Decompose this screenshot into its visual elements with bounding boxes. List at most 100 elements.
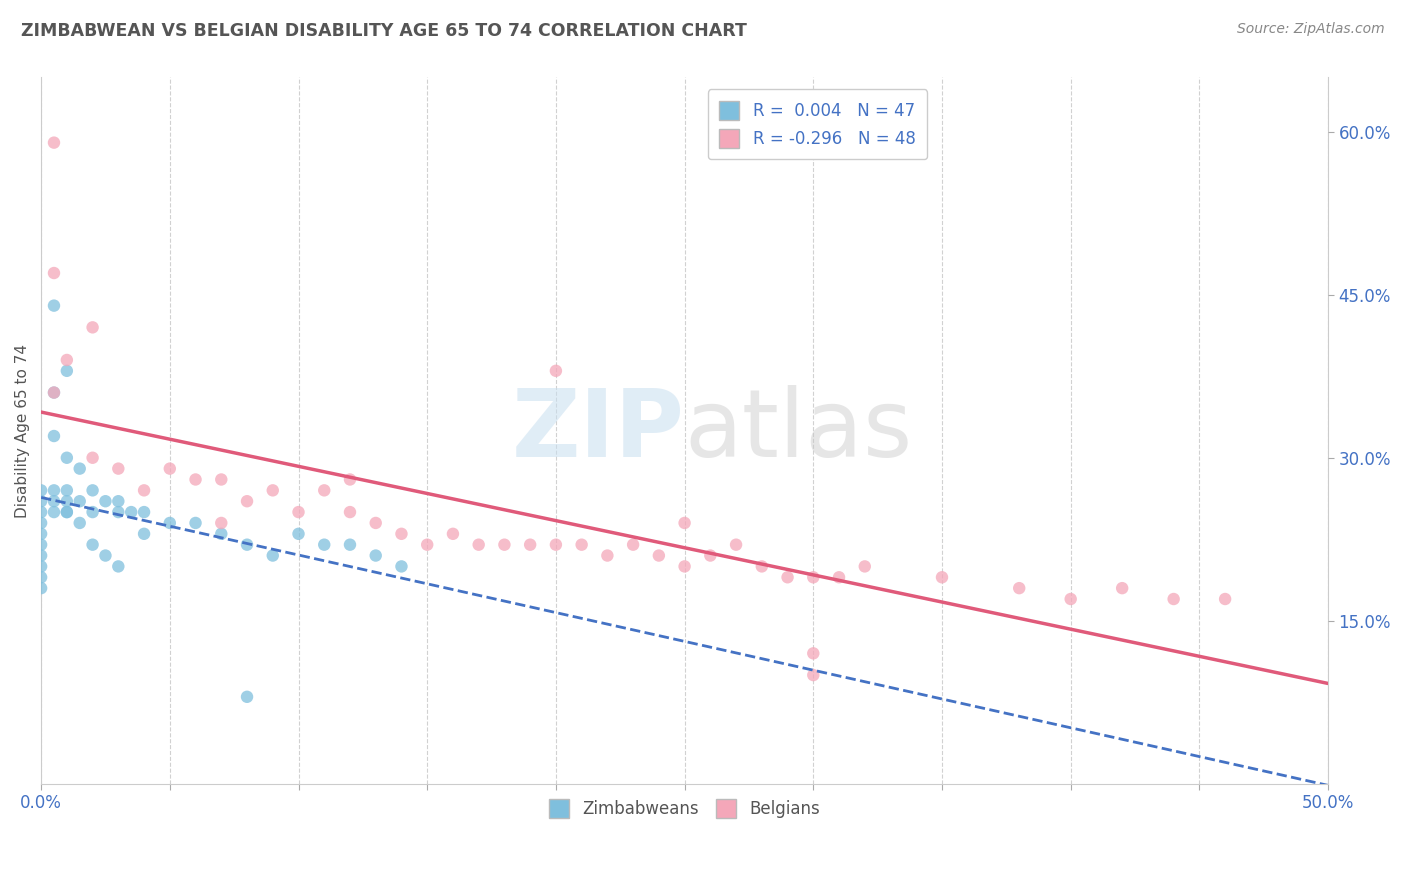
Point: [42, 136, 65, 150]
Point: [82, 538, 104, 552]
Point: [94, 494, 117, 508]
Point: [314, 538, 336, 552]
Point: [107, 559, 129, 574]
Point: [42, 299, 65, 313]
Point: [751, 559, 773, 574]
Point: [184, 473, 207, 487]
Point: [30, 581, 52, 595]
Point: [159, 516, 181, 530]
Point: [1111, 581, 1133, 595]
Point: [69, 461, 91, 475]
Point: [30, 516, 52, 530]
Point: [776, 570, 799, 584]
Point: [56, 494, 79, 508]
Point: [1213, 592, 1236, 607]
Point: [673, 559, 696, 574]
Text: ZIP: ZIP: [512, 384, 685, 476]
Point: [56, 450, 79, 465]
Text: Source: ZipAtlas.com: Source: ZipAtlas.com: [1237, 22, 1385, 37]
Point: [725, 538, 748, 552]
Point: [107, 505, 129, 519]
Point: [82, 320, 104, 334]
Y-axis label: Disability Age 65 to 74: Disability Age 65 to 74: [15, 343, 30, 517]
Point: [82, 450, 104, 465]
Point: [30, 483, 52, 498]
Point: [42, 385, 65, 400]
Point: [314, 483, 336, 498]
Point: [519, 538, 541, 552]
Point: [236, 690, 259, 704]
Point: [364, 516, 387, 530]
Point: [69, 494, 91, 508]
Point: [30, 526, 52, 541]
Point: [699, 549, 721, 563]
Point: [30, 559, 52, 574]
Point: [107, 494, 129, 508]
Point: [801, 570, 824, 584]
Point: [801, 646, 824, 660]
Point: [544, 364, 567, 378]
Point: [931, 570, 953, 584]
Point: [339, 538, 361, 552]
Point: [1008, 581, 1031, 595]
Point: [56, 353, 79, 368]
Point: [30, 570, 52, 584]
Point: [441, 526, 464, 541]
Point: [30, 538, 52, 552]
Point: [1163, 592, 1185, 607]
Point: [287, 526, 309, 541]
Point: [42, 483, 65, 498]
Point: [621, 538, 644, 552]
Point: [42, 494, 65, 508]
Point: [339, 473, 361, 487]
Point: [69, 516, 91, 530]
Point: [828, 570, 851, 584]
Point: [287, 505, 309, 519]
Point: [82, 483, 104, 498]
Point: [159, 461, 181, 475]
Point: [94, 549, 117, 563]
Text: ZIMBABWEAN VS BELGIAN DISABILITY AGE 65 TO 74 CORRELATION CHART: ZIMBABWEAN VS BELGIAN DISABILITY AGE 65 …: [21, 22, 747, 40]
Point: [107, 461, 129, 475]
Point: [596, 549, 619, 563]
Point: [391, 559, 413, 574]
Point: [1060, 592, 1083, 607]
Point: [648, 549, 671, 563]
Point: [30, 505, 52, 519]
Point: [801, 668, 824, 682]
Point: [544, 538, 567, 552]
Point: [209, 473, 232, 487]
Point: [82, 505, 104, 519]
Point: [56, 505, 79, 519]
Point: [42, 385, 65, 400]
Point: [42, 266, 65, 280]
Point: [853, 559, 876, 574]
Point: [236, 494, 259, 508]
Point: [391, 526, 413, 541]
Point: [30, 494, 52, 508]
Point: [56, 505, 79, 519]
Point: [42, 429, 65, 443]
Point: [262, 483, 284, 498]
Point: [56, 483, 79, 498]
Point: [416, 538, 439, 552]
Legend: Zimbabweans, Belgians: Zimbabweans, Belgians: [543, 792, 827, 825]
Point: [132, 526, 155, 541]
Point: [467, 538, 489, 552]
Point: [209, 526, 232, 541]
Point: [364, 549, 387, 563]
Point: [132, 505, 155, 519]
Point: [494, 538, 516, 552]
Point: [184, 516, 207, 530]
Text: atlas: atlas: [685, 384, 912, 476]
Point: [209, 516, 232, 530]
Point: [30, 549, 52, 563]
Point: [571, 538, 593, 552]
Point: [673, 516, 696, 530]
Point: [42, 505, 65, 519]
Point: [132, 483, 155, 498]
Point: [262, 549, 284, 563]
Point: [120, 505, 142, 519]
Point: [339, 505, 361, 519]
Point: [56, 364, 79, 378]
